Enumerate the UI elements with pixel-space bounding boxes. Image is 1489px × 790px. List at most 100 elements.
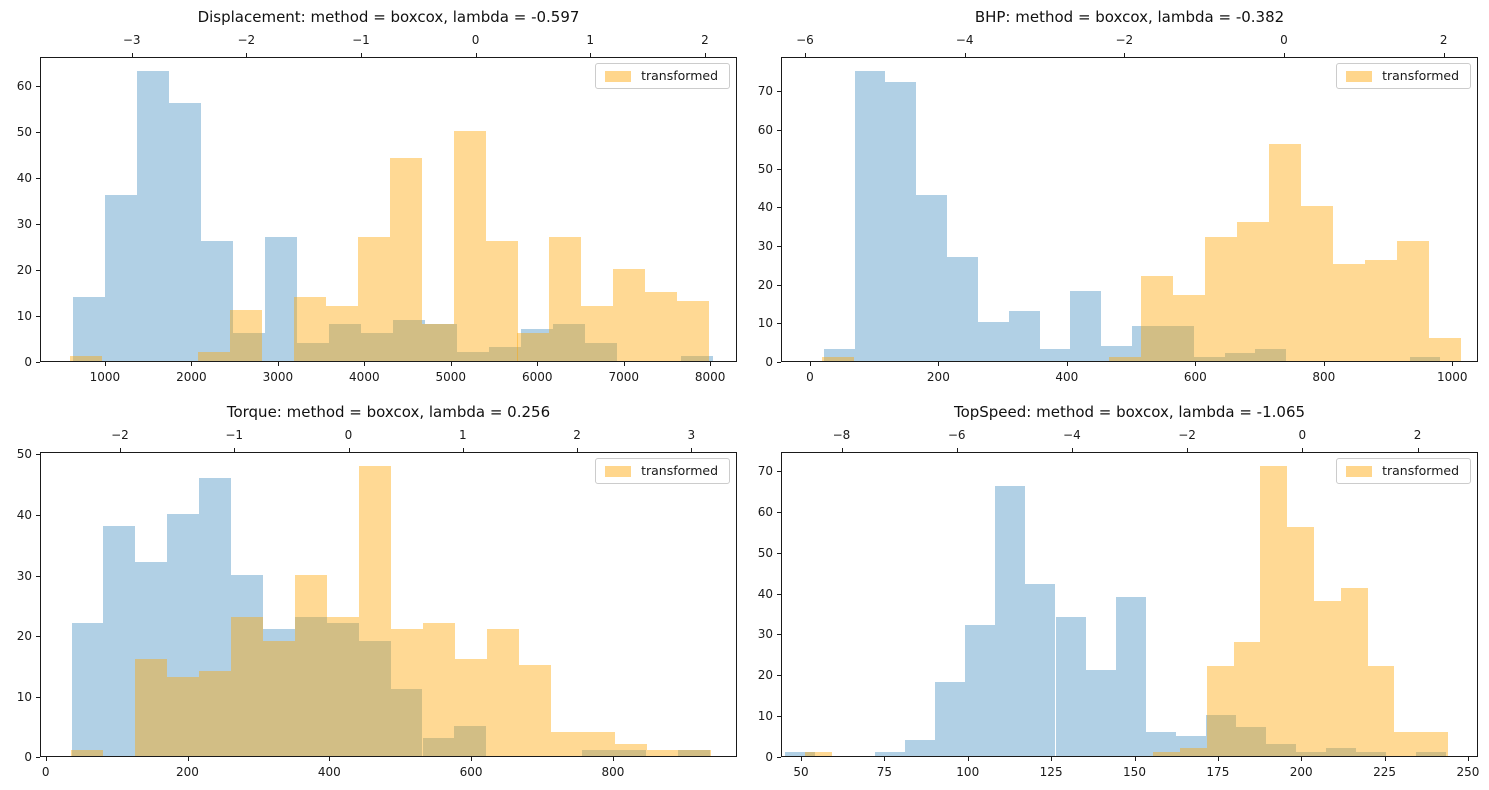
y-tick-label: 30 <box>757 627 773 642</box>
x-top-tick-label: −2 <box>1115 33 1134 47</box>
histogram-bar-original <box>995 486 1026 756</box>
histogram-bar-transformed <box>357 236 390 361</box>
histogram-bar-original <box>1205 715 1236 756</box>
y-tick-label: 60 <box>16 78 32 93</box>
histogram-bar-transformed <box>1205 237 1238 361</box>
x-bottom-tick-label: 400 <box>1055 370 1079 384</box>
y-tick-label: 10 <box>16 308 32 323</box>
histogram-bar-transformed <box>389 158 422 361</box>
histogram-bar-original <box>294 616 327 756</box>
histogram-bar-original <box>582 749 614 756</box>
histogram-bar-transformed <box>1233 641 1261 756</box>
histogram-bar-original <box>167 513 200 756</box>
x-bottom-tick <box>45 757 47 761</box>
x-bottom-tick <box>884 757 886 761</box>
y-tick-label: 50 <box>757 161 773 176</box>
histogram-bar-transformed <box>1206 666 1234 756</box>
y-tick-label: 70 <box>757 84 773 99</box>
legend-swatch-transformed <box>605 70 632 82</box>
histogram-bar-original <box>680 356 713 361</box>
histogram-bar-transformed <box>1421 731 1448 756</box>
x-bottom-tick-label: 8000 <box>694 370 726 384</box>
histogram-bar-original <box>329 324 361 361</box>
histogram-bar-original <box>785 751 816 756</box>
legend: transformed <box>1336 63 1471 89</box>
histogram-bar-original <box>265 236 297 361</box>
subplot-title-displacement: Displacement: method = boxcox, lambda = … <box>197 8 580 26</box>
histogram-bar-transformed <box>549 236 582 361</box>
legend-label: transformed <box>641 68 718 83</box>
x-bottom-tick <box>710 362 712 366</box>
histogram-bar-transformed <box>230 616 263 756</box>
histogram-bar-transformed <box>486 628 519 756</box>
y-tick <box>777 757 781 758</box>
x-top-tick-label: 0 <box>344 428 353 442</box>
histogram-bar-transformed <box>326 616 359 756</box>
histogram-bar-transformed <box>1394 731 1422 756</box>
histogram-bar-original <box>1055 617 1086 756</box>
x-bottom-tick-label: 5000 <box>435 370 467 384</box>
x-top-tick-label: 1 <box>458 428 467 442</box>
histogram-bar-original <box>1355 751 1386 756</box>
histogram-bar-original <box>1039 349 1071 361</box>
x-top-tick <box>131 53 133 57</box>
histogram-bar-transformed <box>1287 527 1314 756</box>
x-bottom-tick-label: 100 <box>956 765 980 779</box>
histogram-bar-original <box>105 195 138 361</box>
histogram-bar-original <box>262 628 295 756</box>
x-bottom-tick-label: 4000 <box>349 370 380 384</box>
histogram-bar-transformed <box>550 731 583 756</box>
histogram-bar-original <box>231 574 263 756</box>
y-tick-label: 60 <box>757 504 773 519</box>
x-bottom-tick-label: 175 <box>1206 765 1230 779</box>
subplot-title-torque: Torque: method = boxcox, lambda = 0.256 <box>226 403 551 421</box>
y-tick <box>36 454 40 456</box>
histogram-bar-transformed <box>1314 600 1341 756</box>
x-bottom-tick-label: 6000 <box>521 370 553 384</box>
histogram-bar-original <box>1070 291 1102 361</box>
y-tick-label: 40 <box>757 586 773 601</box>
x-bottom-tick-label: 0 <box>806 370 814 384</box>
x-bottom-tick-label: 200 <box>926 370 950 384</box>
histogram-bar-transformed <box>1301 206 1333 361</box>
histogram-bar-original <box>1255 349 1287 361</box>
histogram-bar-transformed <box>262 641 295 756</box>
histogram-bar-transformed <box>293 296 326 361</box>
histogram-bar-original <box>73 296 106 361</box>
histogram-bar-transformed <box>390 628 423 756</box>
y-tick-label: 20 <box>757 668 773 683</box>
x-bottom-tick <box>1384 757 1386 761</box>
histogram-bar-original <box>1025 584 1056 756</box>
x-bottom-tick-label: 0 <box>41 765 50 779</box>
x-top-tick-label: 0 <box>1298 428 1307 442</box>
y-tick-label: 30 <box>16 568 32 583</box>
histogram-bar-original <box>1085 670 1116 756</box>
x-bottom-tick-label: 800 <box>601 765 625 779</box>
histogram-bar-transformed <box>614 743 647 756</box>
x-bottom-tick <box>187 757 189 761</box>
histogram-bar-original <box>875 751 906 756</box>
histogram-bar-original <box>977 322 1009 361</box>
histogram-bar-transformed <box>517 333 550 361</box>
y-tick <box>777 634 781 636</box>
legend-label: transformed <box>1382 463 1459 478</box>
x-top-tick-label: 2 <box>701 33 709 47</box>
x-bottom-tick <box>1468 757 1469 761</box>
histogram-bar-transformed <box>1396 241 1429 361</box>
histogram-bar-original <box>885 82 917 361</box>
x-bottom-tick <box>450 362 452 366</box>
histogram-bar-original <box>233 333 265 361</box>
x-bottom-tick <box>938 362 940 366</box>
plot-area <box>40 57 737 362</box>
x-top-tick-label: 2 <box>1439 33 1448 47</box>
histogram-bar-original <box>1115 596 1146 756</box>
y-tick <box>777 207 781 209</box>
histogram-bar-original <box>361 333 393 361</box>
y-tick <box>777 593 781 595</box>
histogram-bar-original <box>393 319 425 361</box>
y-tick-label: 0 <box>765 355 773 369</box>
y-tick-label: 70 <box>757 463 773 478</box>
histogram-bar-transformed <box>358 465 391 756</box>
x-bottom-tick-label: 3000 <box>262 370 294 384</box>
